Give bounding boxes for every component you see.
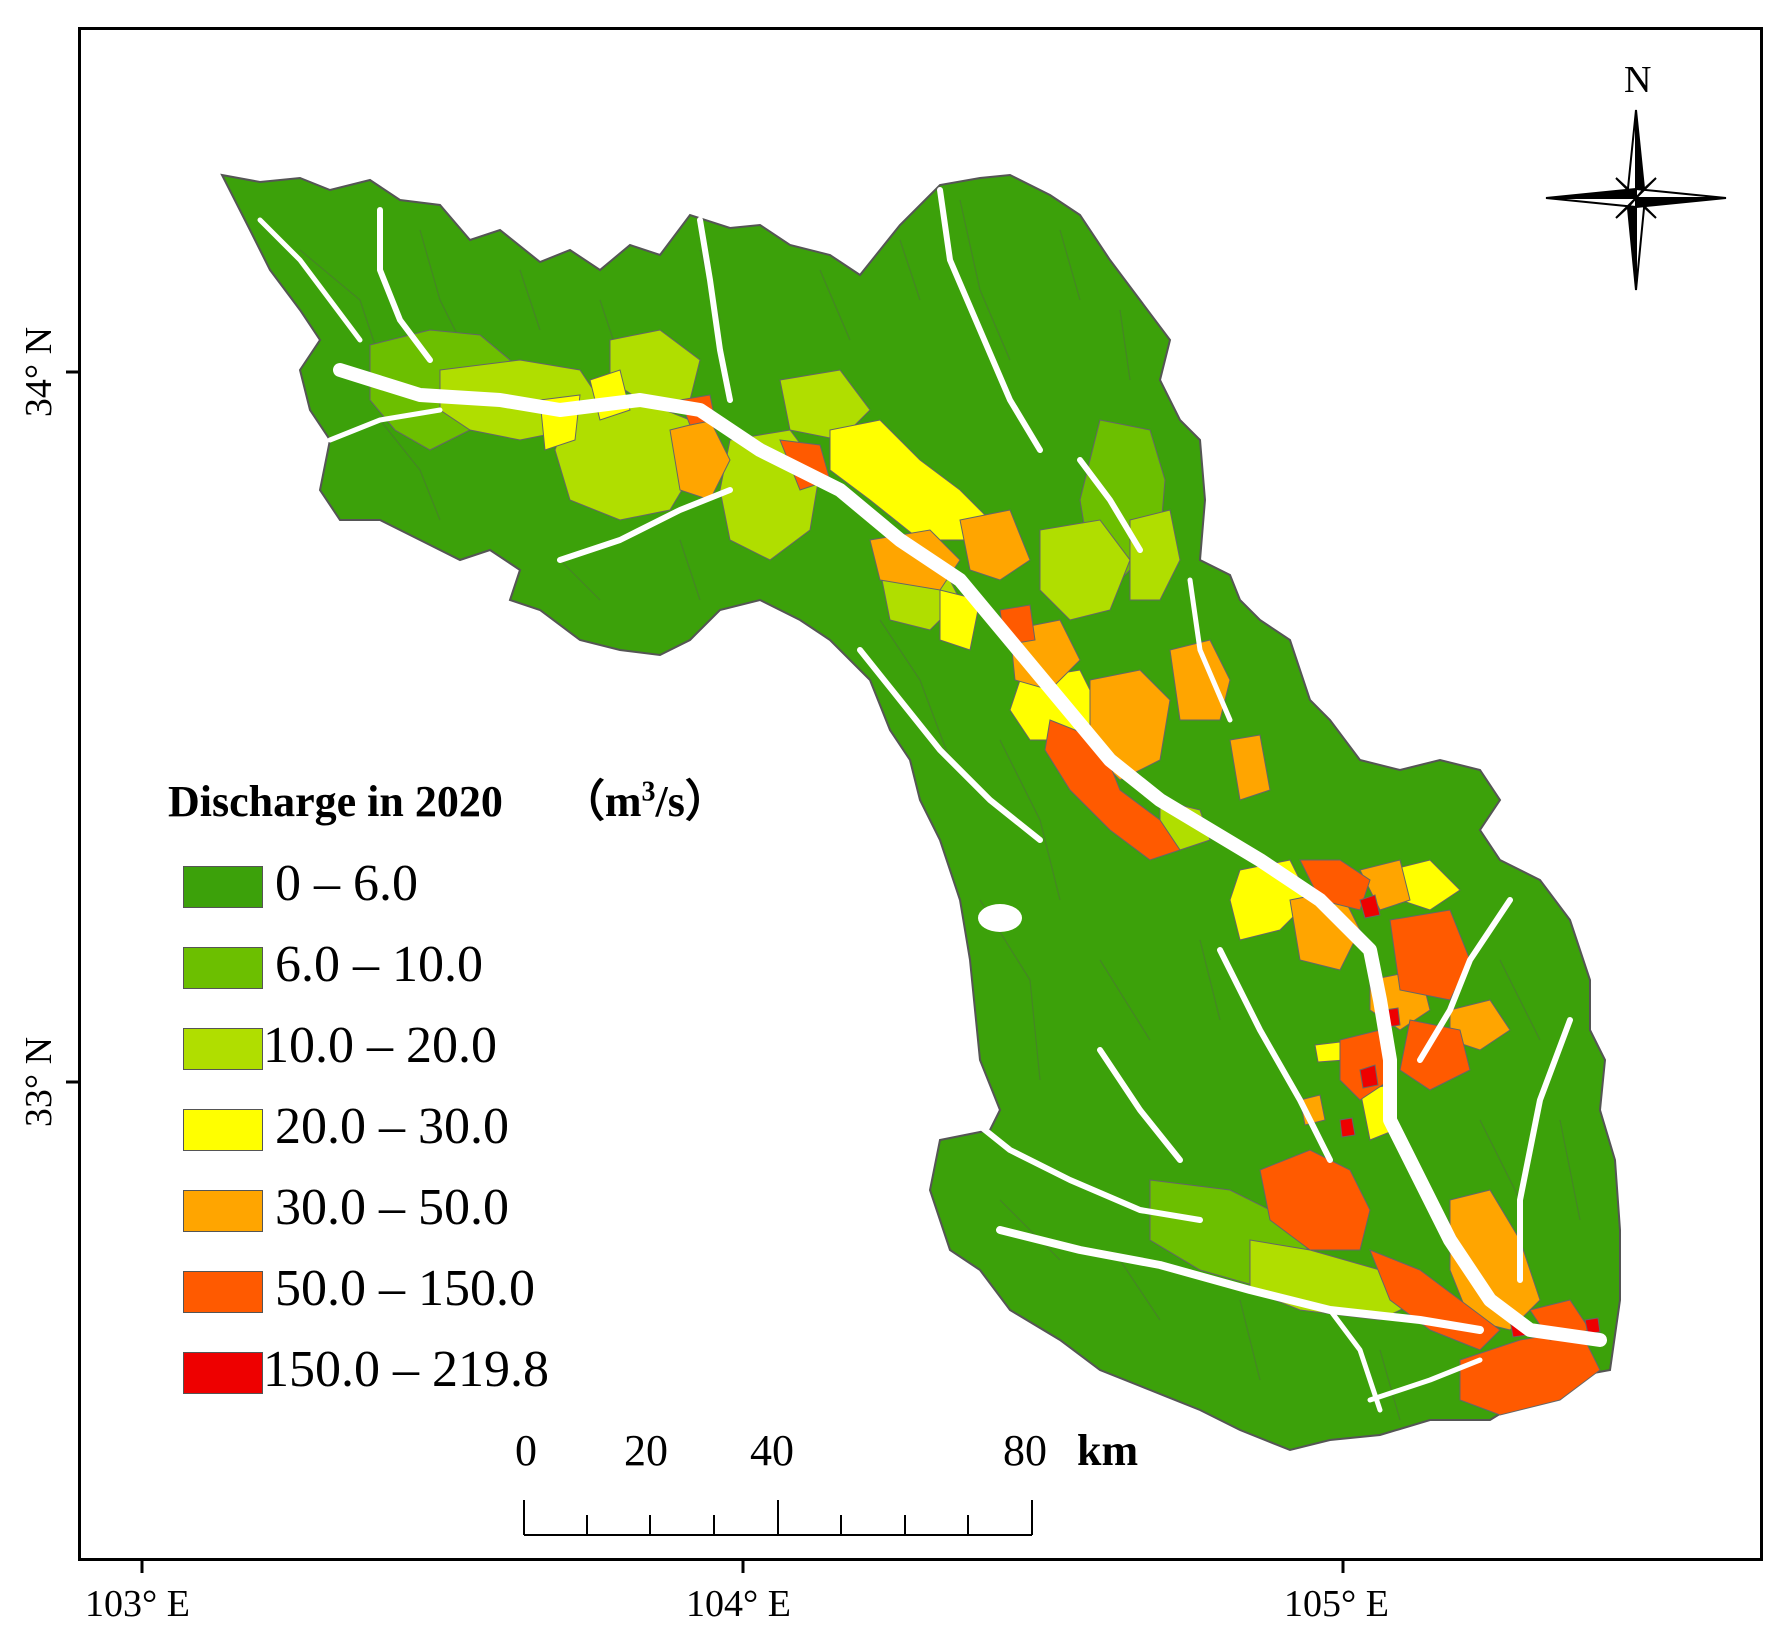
tributary [1097, 1047, 1183, 1163]
tributary [857, 647, 1043, 843]
legend-title: Discharge in 2020 （m3/s） [168, 765, 729, 829]
axis-ticks [66, 370, 1345, 1573]
tributary [1417, 897, 1513, 1063]
scale-unit: km [1077, 1426, 1139, 1475]
patch-class-7 [1584, 1317, 1601, 1335]
tributary [1327, 1307, 1383, 1413]
tributary [1187, 577, 1233, 723]
legend-label: 30.0 – 50.0 [275, 1179, 509, 1236]
tributary [1077, 457, 1143, 553]
north-arrow: N [1541, 58, 1731, 298]
scale-label-80: 80 [1003, 1426, 1047, 1475]
tributary [1217, 947, 1333, 1163]
river-channels [257, 187, 1607, 1413]
lon-label-104: 104° E [686, 1583, 791, 1625]
lat-label-33: 33° N [18, 1036, 60, 1128]
tributary [957, 1107, 1203, 1223]
patch-class-5 [1169, 639, 1231, 721]
scale-label-0: 0 [515, 1426, 537, 1475]
patch-class-5 [959, 509, 1031, 581]
tributary [996, 1226, 1484, 1334]
north-label: N [1624, 59, 1652, 101]
tributary [377, 207, 433, 363]
scale-label-20: 20 [624, 1426, 668, 1475]
patch-class-5 [1229, 734, 1271, 801]
tributary [697, 217, 733, 403]
legend-label: 50.0 – 150.0 [275, 1260, 535, 1317]
tributary [327, 407, 443, 443]
legend-unit: （m3/s） [560, 776, 729, 826]
patch-class-7 [1359, 1064, 1379, 1089]
scale-bar-ruler [523, 1500, 1033, 1536]
patch-class-6 [1399, 1019, 1471, 1091]
legend-label: 0 – 6.0 [275, 855, 418, 912]
patch-class-3 [1129, 509, 1181, 601]
map-frame [78, 27, 1763, 1561]
patch-class-5 [1449, 1189, 1541, 1331]
tributary [557, 487, 733, 563]
lake [978, 904, 1022, 932]
patch-class-6 [1259, 1149, 1371, 1251]
legend-swatch [183, 1352, 263, 1394]
legend-swatch [183, 1190, 263, 1232]
patch-class-7 [1339, 1117, 1356, 1138]
legend-label: 6.0 – 10.0 [275, 936, 483, 993]
legend-label: 10.0 – 20.0 [263, 1017, 497, 1074]
patch-class-3 [1039, 519, 1131, 621]
scale-bar: 0 20 40 80 km [515, 1425, 1138, 1545]
lon-label-103: 103° E [85, 1583, 190, 1625]
legend-swatch [183, 947, 263, 989]
legend-swatch [183, 1271, 263, 1313]
legend-label: 20.0 – 30.0 [275, 1098, 509, 1155]
legend-swatch [183, 866, 263, 908]
lon-label-105: 105° E [1284, 1583, 1389, 1625]
patch-class-7 [1359, 894, 1381, 919]
legend-swatch [183, 1109, 263, 1151]
tributary [1517, 1017, 1573, 1283]
legend-label: 150.0 – 219.8 [263, 1341, 549, 1398]
tributary [937, 187, 1043, 453]
scale-label-40: 40 [750, 1426, 794, 1475]
compass-rose-icon [1545, 109, 1727, 291]
lat-label-34: 34° N [18, 326, 60, 418]
legend-title-text: Discharge in 2020 [168, 777, 503, 826]
main-river [333, 363, 1607, 1347]
patch-class-6 [1459, 1329, 1601, 1416]
tributary [1367, 1357, 1483, 1403]
legend-swatch [183, 1028, 263, 1070]
tributary [257, 217, 363, 343]
